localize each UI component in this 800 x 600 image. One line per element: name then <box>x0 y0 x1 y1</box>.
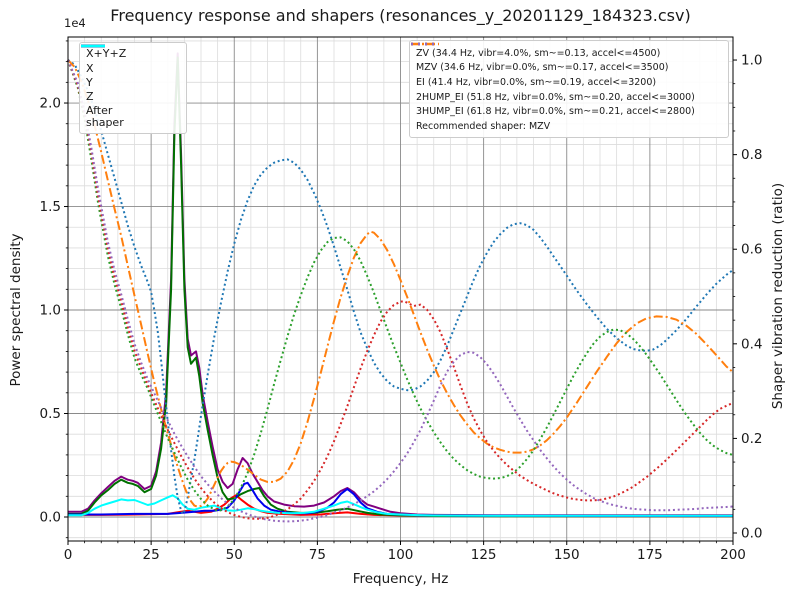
svg-text:125: 125 <box>471 547 497 563</box>
svg-text:75: 75 <box>309 547 326 563</box>
legend-item-label: Y <box>86 75 93 89</box>
legend-item-3hump-ei: 3HUMP_EI (61.8 Hz, vibr=0.0%, sm~=0.21, … <box>411 42 722 119</box>
legend-psd: X+Y+Z X Y Z After shaper <box>79 42 187 134</box>
svg-text:1.0: 1.0 <box>40 303 61 319</box>
legend-item-label: X+Y+Z <box>86 47 127 61</box>
y-axis-offset-label: 1e4 <box>64 16 86 30</box>
x-axis-label: Frequency, Hz <box>352 571 449 587</box>
y-axis-left-label: Power spectral density <box>8 233 24 387</box>
svg-text:0.0: 0.0 <box>40 509 61 525</box>
svg-text:0.8: 0.8 <box>741 147 762 163</box>
legend-item-label: After shaper <box>86 103 124 129</box>
svg-text:200: 200 <box>720 547 746 563</box>
legend-line-placeholder <box>410 41 440 47</box>
3hump-ei-legend-line <box>411 42 439 46</box>
after-shaper-legend-line <box>81 44 105 48</box>
legend-item-x: X <box>81 44 180 75</box>
svg-text:0.6: 0.6 <box>741 242 762 258</box>
legend-item-label: EI (41.4 Hz, vibr=0.0%, sm~=0.19, accel<… <box>416 76 657 88</box>
legend-item-2hump-ei: 2HUMP_EI (51.8 Hz, vibr=0.0%, sm~=0.20, … <box>411 42 722 105</box>
legend-item-ei: EI (41.4 Hz, vibr=0.0%, sm~=0.19, accel<… <box>411 42 722 90</box>
mzv-legend-line <box>411 42 439 46</box>
legend-item-z: Z <box>81 44 180 104</box>
svg-text:0.0: 0.0 <box>741 526 762 542</box>
svg-text:1.5: 1.5 <box>40 199 61 215</box>
legend-item-label: MZV (34.6 Hz, vibr=0.0%, sm~=0.17, accel… <box>416 62 669 74</box>
legend-item-y: Y <box>81 44 180 90</box>
chart-title: Frequency response and shapers (resonanc… <box>110 6 691 25</box>
svg-text:0.5: 0.5 <box>40 406 61 422</box>
legend-item-label: Z <box>86 90 94 104</box>
svg-text:1.0: 1.0 <box>741 53 762 69</box>
legend-item-zv: ZV (34.4 Hz, vibr=4.0%, sm~=0.13, accel<… <box>411 42 722 61</box>
svg-text:2.0: 2.0 <box>40 96 61 112</box>
legend-item-label: ZV (34.4 Hz, vibr=4.0%, sm~=0.13, accel<… <box>416 47 661 59</box>
svg-text:100: 100 <box>388 547 414 563</box>
y-axis-right-label: Shaper vibration reduction (ratio) <box>770 182 786 410</box>
legend-item-label: X <box>86 61 94 75</box>
legend-item-label: 3HUMP_EI (61.8 Hz, vibr=0.0%, sm~=0.21, … <box>416 106 695 118</box>
svg-text:0.2: 0.2 <box>741 431 762 447</box>
svg-text:0: 0 <box>64 547 73 563</box>
recommended-shaper-note: Recommended shaper: MZV <box>416 120 551 132</box>
svg-text:50: 50 <box>226 547 243 563</box>
svg-text:175: 175 <box>637 547 663 563</box>
legend-item-label: 2HUMP_EI (51.8 Hz, vibr=0.0%, sm~=0.20, … <box>416 91 695 103</box>
legend-shapers: ZV (34.4 Hz, vibr=4.0%, sm~=0.13, accel<… <box>409 40 729 138</box>
legend-item-x-y-z: X+Y+Z <box>81 44 180 61</box>
svg-text:25: 25 <box>143 547 160 563</box>
svg-text:150: 150 <box>554 547 580 563</box>
legend-item-recommended-shaper: Recommended shaper: MZV <box>416 119 722 134</box>
legend-item-mzv: MZV (34.6 Hz, vibr=0.0%, sm~=0.17, accel… <box>411 42 722 76</box>
legend-item-after-shaper: After shaper <box>81 44 180 129</box>
svg-text:0.4: 0.4 <box>741 336 762 352</box>
